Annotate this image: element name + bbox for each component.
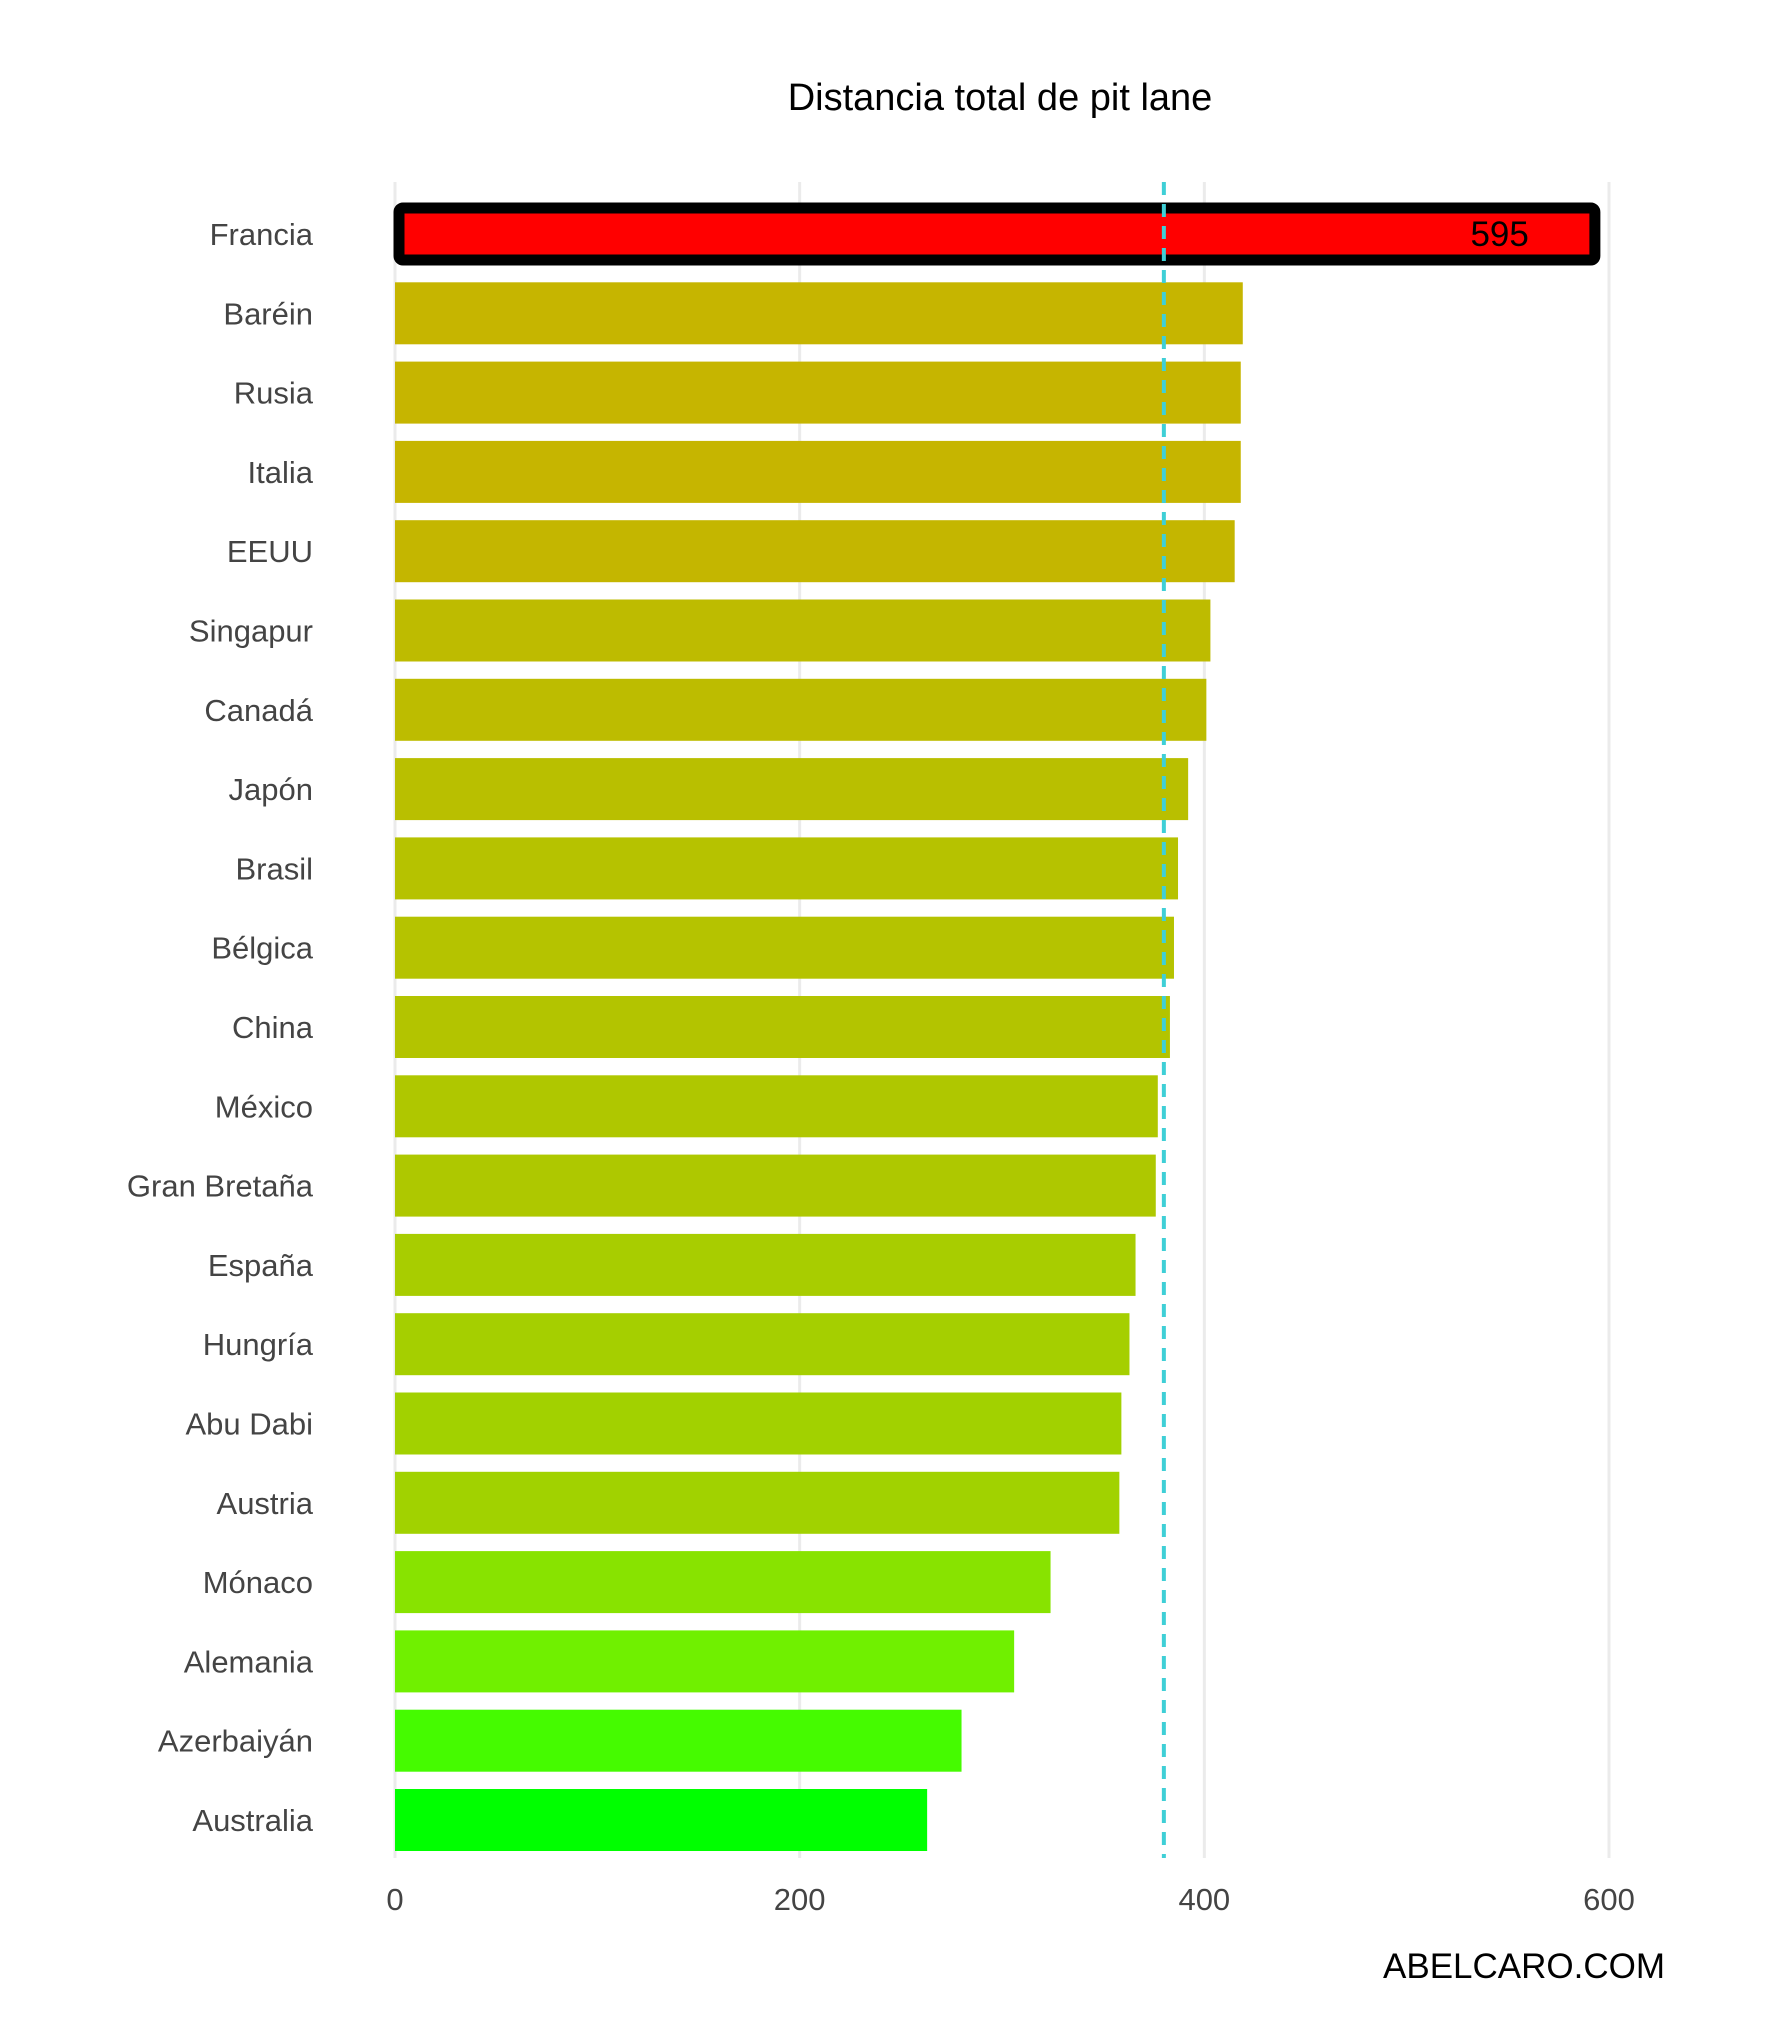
category-label: Austria	[217, 1486, 314, 1521]
category-label: Gran Bretaña	[127, 1169, 314, 1204]
category-label: Hungría	[203, 1327, 314, 1362]
bar	[395, 1075, 1158, 1138]
category-label: Australia	[192, 1803, 313, 1838]
category-label: Rusia	[234, 376, 314, 411]
category-label: Francia	[210, 217, 314, 252]
bar-highlighted	[393, 202, 1601, 266]
bar	[395, 1392, 1122, 1455]
chart-title: Distancia total de pit lane	[788, 77, 1213, 119]
bar	[395, 520, 1235, 583]
x-tick-label: 600	[1583, 1882, 1635, 1917]
bar	[395, 599, 1211, 662]
bar	[395, 440, 1241, 503]
category-label: Baréin	[223, 296, 313, 331]
category-labels: Francia Baréin Rusia Italia EEUU Singapur Cana…	[127, 217, 314, 1838]
x-tick-label: 400	[1178, 1882, 1230, 1917]
bar	[395, 758, 1189, 821]
bar	[395, 678, 1207, 741]
bar	[395, 1471, 1120, 1534]
category-label: Japón	[229, 772, 313, 807]
category-label: España	[208, 1248, 314, 1283]
bar	[395, 361, 1241, 424]
bar	[395, 1551, 1051, 1614]
category-label: Mónaco	[203, 1565, 313, 1600]
category-label: México	[215, 1089, 313, 1124]
bar	[395, 282, 1243, 345]
x-tick-label: 0	[386, 1882, 403, 1917]
category-label: Italia	[248, 455, 314, 490]
x-tick-label: 200	[774, 1882, 826, 1917]
category-label: Canadá	[204, 693, 313, 728]
bar	[395, 837, 1179, 900]
bars: 595	[393, 202, 1601, 1851]
category-label: Singapur	[189, 614, 313, 649]
chart-caption: ABELCARO.COM	[1383, 1947, 1665, 1986]
category-label: EEUU	[227, 534, 313, 569]
category-label: Bélgica	[211, 931, 313, 966]
bar	[395, 1789, 928, 1851]
x-axis-ticks: 0 200 400 600	[386, 1882, 1634, 1917]
category-label: Azerbaiyán	[158, 1724, 313, 1759]
bar	[395, 1709, 962, 1772]
value-label: 595	[1470, 215, 1528, 254]
category-label: Brasil	[235, 851, 313, 886]
category-label: Abu Dabi	[185, 1407, 313, 1442]
bar	[395, 1313, 1130, 1376]
category-label: Alemania	[184, 1644, 314, 1679]
category-label: China	[232, 1010, 314, 1045]
bar	[395, 1630, 1015, 1693]
bar	[395, 1154, 1156, 1217]
bar	[395, 916, 1174, 979]
bar	[395, 1233, 1136, 1296]
bar	[395, 996, 1170, 1058]
